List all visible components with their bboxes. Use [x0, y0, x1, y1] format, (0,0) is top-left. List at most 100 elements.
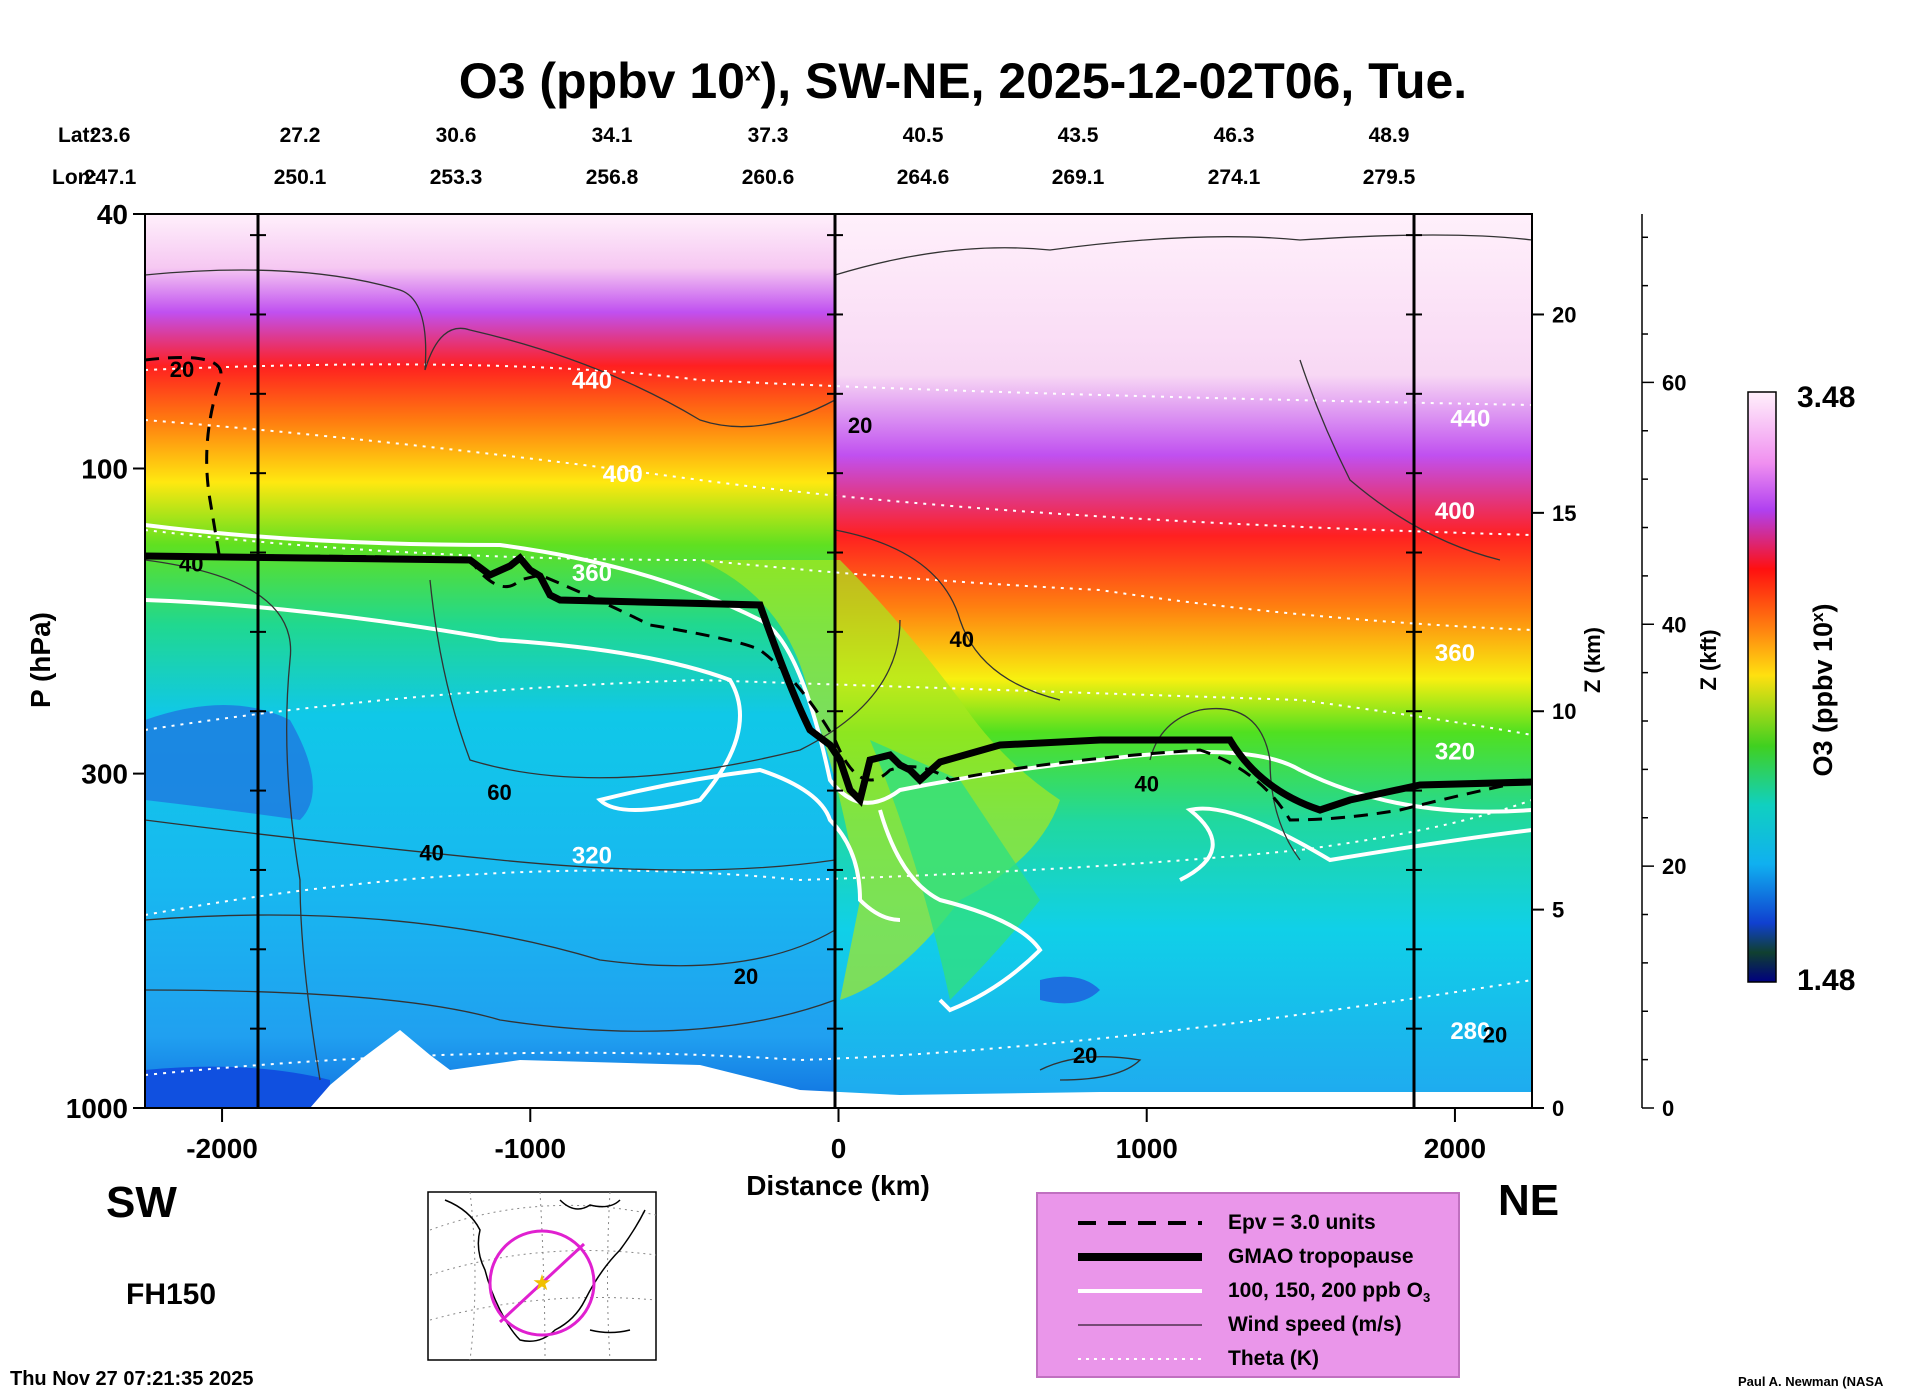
wind-contour-5 — [145, 819, 836, 871]
wind-contour-4 — [429, 579, 901, 779]
z-km-tick-label: 20 — [1552, 302, 1576, 327]
x-tick-label: -2000 — [186, 1133, 258, 1164]
lat-value: 27.2 — [279, 124, 321, 147]
theta-label: 360 — [1435, 640, 1475, 667]
wind-contour-10 — [1039, 1056, 1142, 1081]
legend-swatch-white — [1078, 1289, 1202, 1293]
colorbar-title: O3 (ppbv 10x) — [1808, 603, 1839, 776]
ne-label: NE — [1498, 1176, 1560, 1225]
lat-value: 48.9 — [1368, 124, 1410, 147]
wind-label: 20 — [1483, 1023, 1507, 1048]
wind-contour-1 — [145, 269, 836, 428]
lat-value: 46.3 — [1213, 124, 1255, 147]
lon-value: 274.1 — [1207, 166, 1261, 189]
legend-swatch-thick — [1078, 1253, 1202, 1261]
legend-item-tropopause: GMAO tropopause — [1038, 1240, 1458, 1274]
epv-lines — [145, 356, 1532, 822]
theta-label: 320 — [1435, 738, 1475, 765]
wind-labels: 20 40 20 40 60 40 20 40 20 20 — [170, 357, 1508, 1068]
credit: Paul A. Newman (NASA — [1738, 1374, 1884, 1389]
legend-item-epv: Epv = 3.0 units — [1038, 1206, 1458, 1240]
y-tick-label: 1000 — [66, 1093, 128, 1124]
lat-value: 37.3 — [747, 124, 789, 147]
lat-value: 40.5 — [902, 124, 944, 147]
lon-value: 279.5 — [1362, 166, 1416, 189]
lon-label: Lon: — [52, 166, 98, 189]
epv-line-left — [145, 356, 223, 561]
gmao-tropopause — [145, 552, 1532, 814]
o3-contour-upper — [145, 523, 1532, 814]
legend-label-o3-sub: 3 — [1422, 1290, 1431, 1306]
z-kft-title: Z (kft) — [1696, 629, 1721, 690]
x-axis: -2000 -1000 0 1000 2000 — [186, 1108, 1486, 1164]
title-sup: x — [744, 55, 761, 87]
z-km-title: Z (km) — [1580, 627, 1605, 693]
legend-label-o3-main: 100, 150, 200 ppb O — [1228, 1279, 1423, 1302]
theta-line-lower — [145, 799, 1532, 916]
wind-contour-8 — [834, 529, 1061, 701]
lon-value: 253.3 — [429, 166, 483, 189]
legend-swatch-dashed — [1078, 1221, 1202, 1225]
wind-contour-11 — [1299, 359, 1501, 561]
y-axis: 40 100 300 1000 — [66, 199, 145, 1124]
z-km-tick-label: 5 — [1552, 898, 1564, 923]
lat-label: Lat: — [58, 124, 97, 147]
wind-contour-6 — [145, 914, 836, 967]
legend-label-epv: Epv = 3.0 units — [1228, 1211, 1376, 1234]
lon-value: 256.8 — [585, 166, 639, 189]
z-kft-tick-label: 40 — [1662, 612, 1686, 637]
o3-contour-right — [1179, 806, 1532, 882]
legend: Epv = 3.0 units GMAO tropopause 100, 150… — [1036, 1192, 1460, 1378]
x-tick-label: 2000 — [1424, 1133, 1486, 1164]
lat-value: 30.6 — [435, 124, 477, 147]
wind-contour-2 — [834, 234, 1532, 276]
sw-label: SW — [106, 1178, 177, 1227]
theta-label: 440 — [572, 368, 612, 395]
wind-label: 40 — [950, 627, 974, 652]
legend-swatch-dotted — [1078, 1358, 1202, 1360]
inset-map-graticule — [429, 1191, 657, 1361]
z-km-tick-label: 15 — [1552, 501, 1576, 526]
y-tick-label: 300 — [81, 759, 128, 790]
lat-value: 43.5 — [1057, 124, 1099, 147]
y-tick-label: 40 — [97, 199, 128, 230]
x-axis-title: Distance (km) — [746, 1170, 930, 1201]
x-tick-label: 1000 — [1116, 1133, 1178, 1164]
wind-label: 20 — [170, 357, 194, 382]
colorbar — [1747, 391, 1777, 983]
lon-value: 247.1 — [83, 166, 137, 189]
z-kft-axis: 0 20 40 60 — [1641, 214, 1686, 1121]
legend-swatch-thin — [1078, 1324, 1202, 1326]
theta-label: 280 — [1450, 1018, 1490, 1045]
colorbar-title-main: O3 (ppbv 10 — [1808, 622, 1838, 777]
timestamp: Thu Nov 27 07:21:35 2025 — [10, 1368, 254, 1390]
wind-label: 20 — [848, 413, 872, 438]
legend-label-tropopause: GMAO tropopause — [1228, 1245, 1414, 1268]
theta-label: 320 — [572, 843, 612, 870]
theta-line-400 — [145, 419, 1532, 536]
theta-label: 360 — [572, 560, 612, 587]
lon-value: 269.1 — [1051, 166, 1105, 189]
theta-line-360 — [145, 529, 1532, 631]
lon-value: 260.6 — [741, 166, 795, 189]
theta-line-440 — [145, 363, 1532, 406]
legend-item-theta: Theta (K) — [1038, 1342, 1458, 1376]
o3-contour-lower — [878, 809, 1043, 1013]
inset-map-section-line — [498, 1242, 586, 1324]
colorbar-max-label: 3.48 — [1797, 381, 1855, 414]
wind-label: 20 — [1073, 1043, 1097, 1068]
legend-label-theta: Theta (K) — [1228, 1347, 1319, 1370]
o3-contour-mid — [145, 598, 901, 922]
section-markers — [256, 214, 1416, 1108]
colorbar-title-sup: x — [1808, 612, 1827, 622]
wind-label: 40 — [419, 840, 443, 865]
z-km-tick-label: 10 — [1552, 699, 1576, 724]
z-km-tick-label: 0 — [1552, 1096, 1564, 1121]
theta-label: 400 — [603, 461, 643, 488]
inset-map-coastline — [444, 1199, 646, 1342]
wind-label: 40 — [1134, 772, 1158, 797]
inset-map-center-star: ★ — [532, 1270, 552, 1295]
inset-map: ★ — [427, 1191, 657, 1361]
title-suffix: ), SW-NE, 2025-12-02T06, Tue. — [760, 53, 1468, 109]
colorbar-min-label: 1.48 — [1797, 964, 1855, 997]
